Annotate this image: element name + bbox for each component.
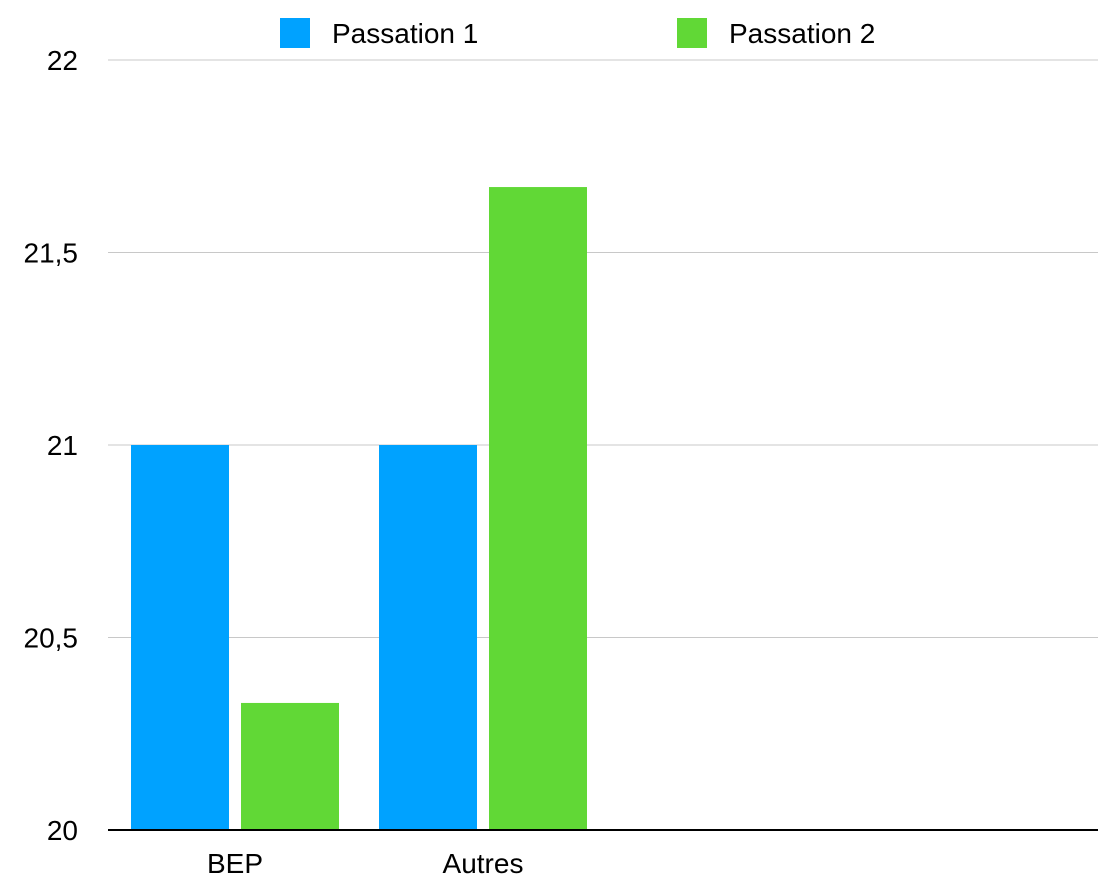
bar-autres-series-1 [379, 445, 477, 830]
legend: Passation 1 Passation 2 [280, 18, 875, 49]
y-tick-label: 21,5 [24, 238, 79, 269]
legend-swatch [677, 18, 707, 48]
y-tick-label: 21 [47, 430, 78, 461]
x-category-label: Autres [443, 848, 524, 875]
legend-swatch [280, 18, 310, 48]
y-tick-label: 20,5 [24, 623, 79, 654]
bar-bep-series-1 [131, 445, 229, 830]
y-axis-ticks: 20 20,5 21 21,5 22 [24, 45, 79, 846]
gridlines [108, 59, 1098, 638]
bars [131, 187, 587, 831]
legend-label: Passation 2 [729, 18, 875, 49]
bar-autres-series-2 [489, 187, 587, 831]
legend-label: Passation 1 [332, 18, 478, 49]
bar-bep-series-2 [241, 702, 339, 830]
y-tick-label: 20 [47, 815, 78, 846]
x-axis-labels: BEP Autres [207, 848, 523, 875]
y-tick-label: 22 [47, 45, 78, 76]
x-category-label: BEP [207, 848, 263, 875]
